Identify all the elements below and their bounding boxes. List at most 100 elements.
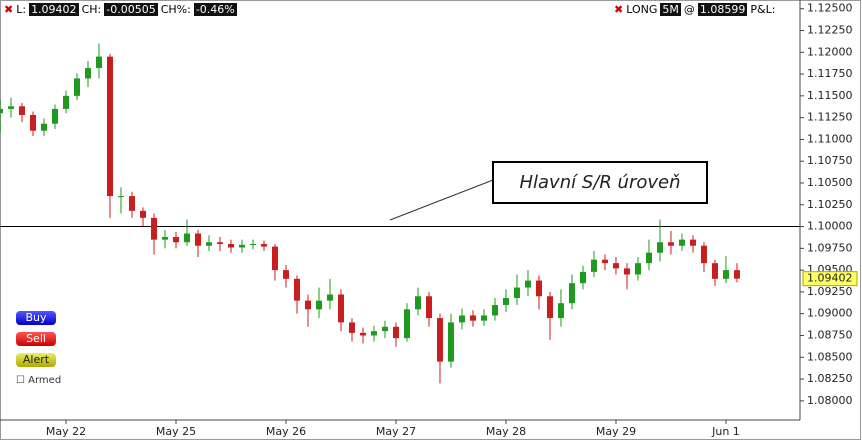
- candle-body: [546, 296, 553, 319]
- candle-body: [337, 294, 344, 323]
- candle-body: [7, 106, 14, 109]
- candle-body: [678, 239, 685, 246]
- candle-body: [513, 287, 520, 299]
- annotation-box: [492, 161, 708, 204]
- y-tick-label: 1.08000: [807, 394, 853, 407]
- label: LONG: [626, 3, 658, 16]
- candle-body: [711, 263, 718, 279]
- close-icon[interactable]: ✖: [614, 3, 624, 16]
- candle-body: [733, 270, 740, 279]
- candle-body: [73, 78, 80, 96]
- label: L:: [16, 3, 27, 16]
- candle-body: [656, 242, 663, 253]
- header-right: ✖ LONG 5M @ 1.08599 P&L:: [614, 3, 775, 16]
- label: CH:: [81, 3, 102, 16]
- label: P&L:: [750, 3, 776, 16]
- candle-body: [271, 246, 278, 271]
- armed-checkbox[interactable]: ☐ Armed: [16, 375, 62, 386]
- last-price-label: 1.09402: [807, 272, 853, 285]
- close-icon[interactable]: ✖: [4, 3, 14, 16]
- candle-body: [18, 106, 25, 116]
- candle-body: [150, 217, 157, 240]
- candle-body: [161, 237, 168, 240]
- y-tick-label: 1.09000: [807, 307, 853, 320]
- y-tick-label: 1.10000: [807, 220, 853, 233]
- candle-body: [370, 331, 377, 336]
- buy-button[interactable]: Buy: [16, 311, 56, 325]
- y-tick-label: 1.12500: [807, 2, 853, 15]
- sell-button[interactable]: Sell: [16, 332, 56, 346]
- candle-body: [436, 318, 443, 362]
- candle-body: [689, 239, 696, 246]
- candle-body: [304, 300, 311, 310]
- armed-label: Armed: [28, 375, 62, 386]
- y-tick-label: 1.11500: [807, 89, 853, 102]
- candle-body: [315, 300, 322, 310]
- candle-body: [0, 108, 3, 114]
- candle-body: [106, 56, 113, 197]
- candle-body: [381, 326, 388, 332]
- x-tick-label: Jun 1: [711, 425, 740, 438]
- x-tick-label: May 22: [46, 425, 86, 438]
- value: -0.00505: [104, 3, 158, 16]
- candle-body: [348, 322, 355, 333]
- y-tick-label: 1.08250: [807, 372, 853, 385]
- candle-body: [590, 259, 597, 272]
- y-tick-label: 1.08750: [807, 328, 853, 341]
- candle-body: [51, 108, 58, 124]
- y-tick-label: 1.10750: [807, 154, 853, 167]
- x-tick-label: May 27: [376, 425, 416, 438]
- annotation-pointer: [389, 179, 494, 221]
- candle-body: [634, 263, 641, 275]
- candle-body: [425, 296, 432, 319]
- candle-body: [535, 280, 542, 297]
- y-tick-label: 1.11750: [807, 67, 853, 80]
- x-tick-label: May 28: [486, 425, 526, 438]
- candle-body: [612, 263, 619, 269]
- candle-body: [568, 283, 575, 304]
- candle-body: [667, 242, 674, 246]
- value: 1.08599: [697, 3, 748, 16]
- candle-body: [128, 196, 135, 211]
- candle-body: [502, 298, 509, 305]
- y-tick-label: 1.11000: [807, 132, 853, 145]
- annotation: Hlavní S/R úroveň: [519, 172, 680, 193]
- candle-body: [260, 243, 267, 247]
- candle-body: [326, 294, 333, 301]
- candle-body: [469, 315, 476, 321]
- candle-body: [557, 303, 564, 319]
- candle-body: [491, 304, 498, 316]
- candle-body: [282, 270, 289, 279]
- y-tick-label: 1.09250: [807, 285, 853, 298]
- x-tick-label: May 25: [156, 425, 196, 438]
- candle-body: [480, 315, 487, 321]
- candle-body: [216, 242, 223, 244]
- candle-body: [227, 243, 234, 248]
- y-tick-label: 1.12250: [807, 23, 853, 36]
- candle-body: [623, 268, 630, 275]
- candle-body: [447, 322, 454, 362]
- candle-body: [645, 252, 652, 264]
- candle-body: [84, 67, 91, 79]
- header-left: ✖ L: 1.09402 CH: -0.00505 CH%: -0.46%: [4, 3, 237, 16]
- label: CH%:: [160, 3, 191, 16]
- candle-body: [359, 332, 366, 336]
- value: 5M: [660, 3, 681, 16]
- candle-body: [392, 326, 399, 339]
- candle-body: [700, 245, 707, 264]
- label: @: [683, 3, 695, 16]
- alert-button[interactable]: Alert: [16, 353, 56, 367]
- candle-body: [414, 296, 421, 310]
- y-tick-label: 1.10250: [807, 198, 853, 211]
- candle-body: [601, 259, 608, 264]
- value: 1.09402: [29, 3, 79, 16]
- candle-body: [293, 278, 300, 301]
- candle-body: [183, 233, 190, 243]
- candle-body: [249, 243, 256, 245]
- candle-body: [139, 210, 146, 218]
- candle-body: [403, 309, 410, 339]
- candle-body: [95, 56, 102, 68]
